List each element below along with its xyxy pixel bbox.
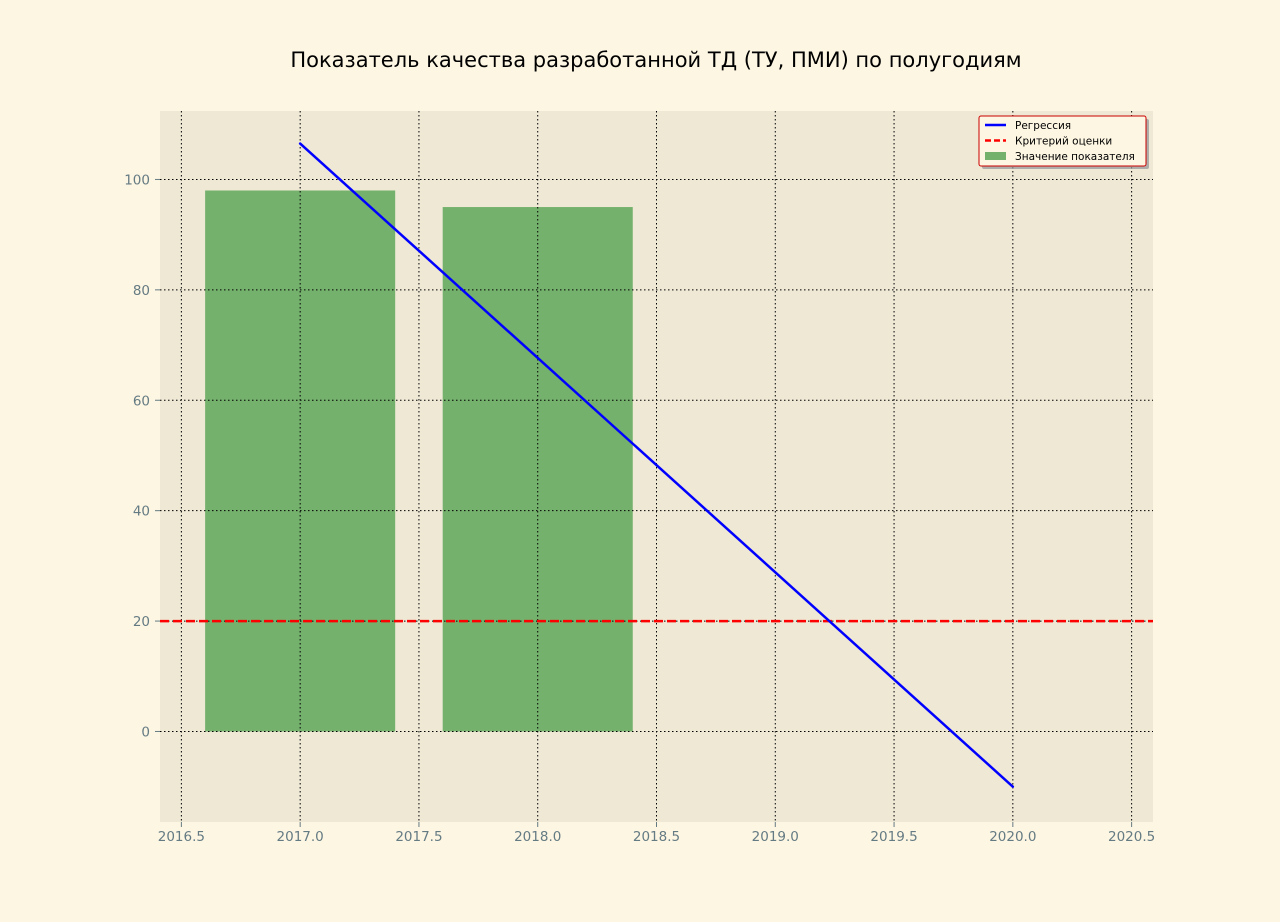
- legend-label: Регрессия: [1015, 120, 1071, 132]
- x-tick-label: 2017.5: [395, 829, 442, 845]
- y-tick-label: 100: [124, 172, 150, 188]
- x-tick-label: 2017.0: [277, 829, 324, 845]
- legend-bar-swatch: [985, 152, 1006, 160]
- y-tick-label: 60: [133, 393, 150, 409]
- x-tick-label: 2020.5: [1108, 829, 1155, 845]
- chart-title: Показатель качества разработанной ТД (ТУ…: [290, 48, 1021, 72]
- y-tick-label: 40: [133, 504, 150, 520]
- legend-label: Значение показателя: [1015, 151, 1135, 163]
- y-tick-label: 80: [133, 283, 150, 299]
- x-tick-label: 2020.0: [989, 829, 1036, 845]
- legend: Регрессия Критерий оценки Значение показат…: [978, 115, 1149, 169]
- x-tick-label: 2018.5: [633, 829, 680, 845]
- legend-label: Критерий оценки: [1015, 136, 1112, 148]
- y-tick-label: 20: [133, 614, 150, 630]
- y-tick-label: 0: [141, 724, 150, 740]
- legend-box: [978, 115, 1147, 167]
- x-tick-label: 2016.5: [158, 829, 205, 845]
- bar: [205, 190, 396, 732]
- x-tick-label: 2019.0: [752, 829, 799, 845]
- x-tick-label: 2019.5: [870, 829, 917, 845]
- bar: [442, 207, 633, 732]
- x-tick-label: 2018.0: [514, 829, 561, 845]
- regression-line: [298, 142, 1015, 788]
